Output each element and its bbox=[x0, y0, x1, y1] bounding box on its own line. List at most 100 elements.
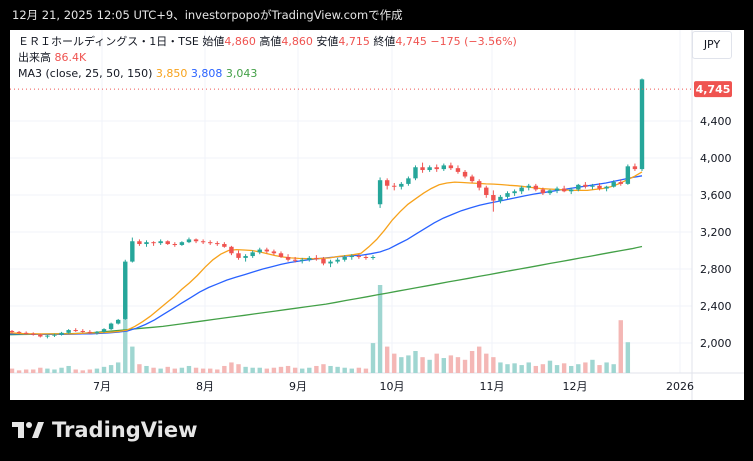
candle-body bbox=[144, 242, 149, 245]
time-tick-label: 7月 bbox=[93, 380, 111, 393]
volume-bar bbox=[533, 365, 539, 373]
time-tick-label: 9月 bbox=[289, 380, 307, 393]
candle-body bbox=[257, 249, 262, 253]
candle-body bbox=[604, 186, 609, 189]
currency-button[interactable]: JPY bbox=[692, 31, 732, 59]
volume-bar bbox=[384, 346, 390, 373]
candle-body bbox=[569, 189, 574, 192]
volume-bar bbox=[158, 368, 163, 373]
candle-body bbox=[639, 79, 645, 170]
time-tick-label: 10月 bbox=[380, 380, 405, 393]
volume-label: 出来高 bbox=[18, 51, 51, 64]
volume-bar bbox=[80, 370, 85, 373]
candle-body bbox=[10, 330, 15, 332]
candle-body bbox=[462, 171, 468, 177]
ma150-value: 3,043 bbox=[225, 67, 258, 80]
volume-bar bbox=[469, 351, 475, 373]
candle-body bbox=[561, 188, 567, 192]
candle-body bbox=[583, 184, 588, 187]
last-price-label: 4,745 bbox=[696, 83, 731, 96]
candle-body bbox=[31, 333, 36, 335]
volume-bar bbox=[115, 362, 121, 373]
candle-body bbox=[455, 168, 461, 172]
volume-bar bbox=[307, 367, 312, 373]
volume-bar bbox=[335, 366, 340, 373]
volume-bar bbox=[519, 365, 524, 373]
price-chart[interactable]: 4,745 4,400 4,000 3,600 3,200 2,800 2,400 2,000… bbox=[10, 30, 744, 400]
volume-bar bbox=[208, 368, 213, 373]
ma50-line bbox=[10, 175, 643, 336]
volume-bar bbox=[406, 355, 411, 373]
volume-bar bbox=[250, 367, 255, 373]
volume-bar bbox=[193, 367, 199, 373]
volume-bar bbox=[618, 320, 623, 373]
candle-body bbox=[101, 329, 107, 332]
candle-body bbox=[448, 165, 454, 169]
volume-bar bbox=[476, 346, 482, 373]
candle-body bbox=[420, 167, 425, 171]
volume-bar bbox=[130, 346, 135, 373]
volume-bar bbox=[151, 367, 156, 373]
volume-bar bbox=[583, 362, 588, 373]
candle-body bbox=[200, 241, 206, 243]
candle-body bbox=[526, 185, 531, 188]
ohlc-line: ＥＲＩホールディングス・1日・TSE 始値4,860 高値4,860 安値4,7… bbox=[18, 34, 517, 50]
candle-body bbox=[356, 256, 362, 258]
candle-body bbox=[597, 185, 602, 189]
volume-bar bbox=[441, 358, 446, 373]
candle-body bbox=[519, 187, 524, 192]
price-tick-label: 4,400 bbox=[700, 115, 732, 128]
price-tick-label: 2,000 bbox=[700, 337, 732, 350]
candle-body bbox=[618, 182, 623, 184]
chart-panel[interactable]: 4,745 4,400 4,000 3,600 3,200 2,800 2,400 2,000… bbox=[10, 30, 744, 400]
volume-bar bbox=[45, 368, 50, 373]
candle-body bbox=[23, 332, 29, 334]
volume-bar bbox=[59, 367, 64, 373]
volume-bar bbox=[604, 362, 609, 373]
ma-line: MA3 (close, 25, 50, 150) 3,850 3,808 3,0… bbox=[18, 66, 517, 82]
candle-body bbox=[576, 184, 581, 190]
candle-body bbox=[45, 335, 50, 337]
ma25-line bbox=[10, 171, 643, 335]
time-tick-label: 2026 bbox=[666, 380, 694, 393]
volume-bar bbox=[31, 369, 36, 373]
volume-bar bbox=[392, 353, 397, 373]
volume-bar bbox=[52, 369, 57, 373]
candle-body bbox=[406, 178, 411, 184]
candle-body bbox=[625, 166, 631, 184]
tradingview-logo-icon bbox=[12, 422, 44, 438]
volume-bar bbox=[38, 367, 43, 373]
volume-bar bbox=[505, 364, 510, 373]
tradingview-logo[interactable]: TradingView bbox=[12, 418, 197, 442]
candle-body bbox=[278, 253, 284, 257]
candle-body bbox=[441, 165, 446, 170]
candle-body bbox=[427, 167, 432, 171]
volume-bar bbox=[186, 365, 192, 373]
volume-bar bbox=[73, 369, 78, 373]
volume-bar bbox=[257, 367, 262, 373]
candle-body bbox=[264, 249, 270, 252]
volume-bar bbox=[144, 365, 149, 373]
candle-body bbox=[349, 256, 354, 258]
candle-body bbox=[632, 166, 638, 170]
ma50-value: 3,808 bbox=[190, 67, 223, 80]
candle-body bbox=[484, 187, 489, 195]
price-tick-label: 3,200 bbox=[700, 226, 732, 239]
last-price-label-bg bbox=[694, 81, 732, 98]
volume-bar bbox=[427, 359, 432, 373]
candle-body bbox=[469, 176, 475, 182]
volume-bar bbox=[101, 366, 107, 373]
volume-bar bbox=[356, 367, 362, 373]
volume-bar bbox=[540, 364, 546, 373]
price-tick-label: 4,000 bbox=[700, 152, 732, 165]
candle-body bbox=[384, 180, 390, 186]
candle-body bbox=[16, 331, 22, 333]
candle-body bbox=[533, 185, 539, 190]
volume-bar bbox=[179, 367, 185, 373]
candle-body bbox=[172, 244, 178, 246]
candle-body bbox=[300, 259, 305, 261]
volume-bar bbox=[300, 368, 305, 373]
volume-bar bbox=[229, 362, 234, 373]
close-value: 4,745 bbox=[395, 35, 427, 48]
volume-bar bbox=[200, 368, 206, 373]
